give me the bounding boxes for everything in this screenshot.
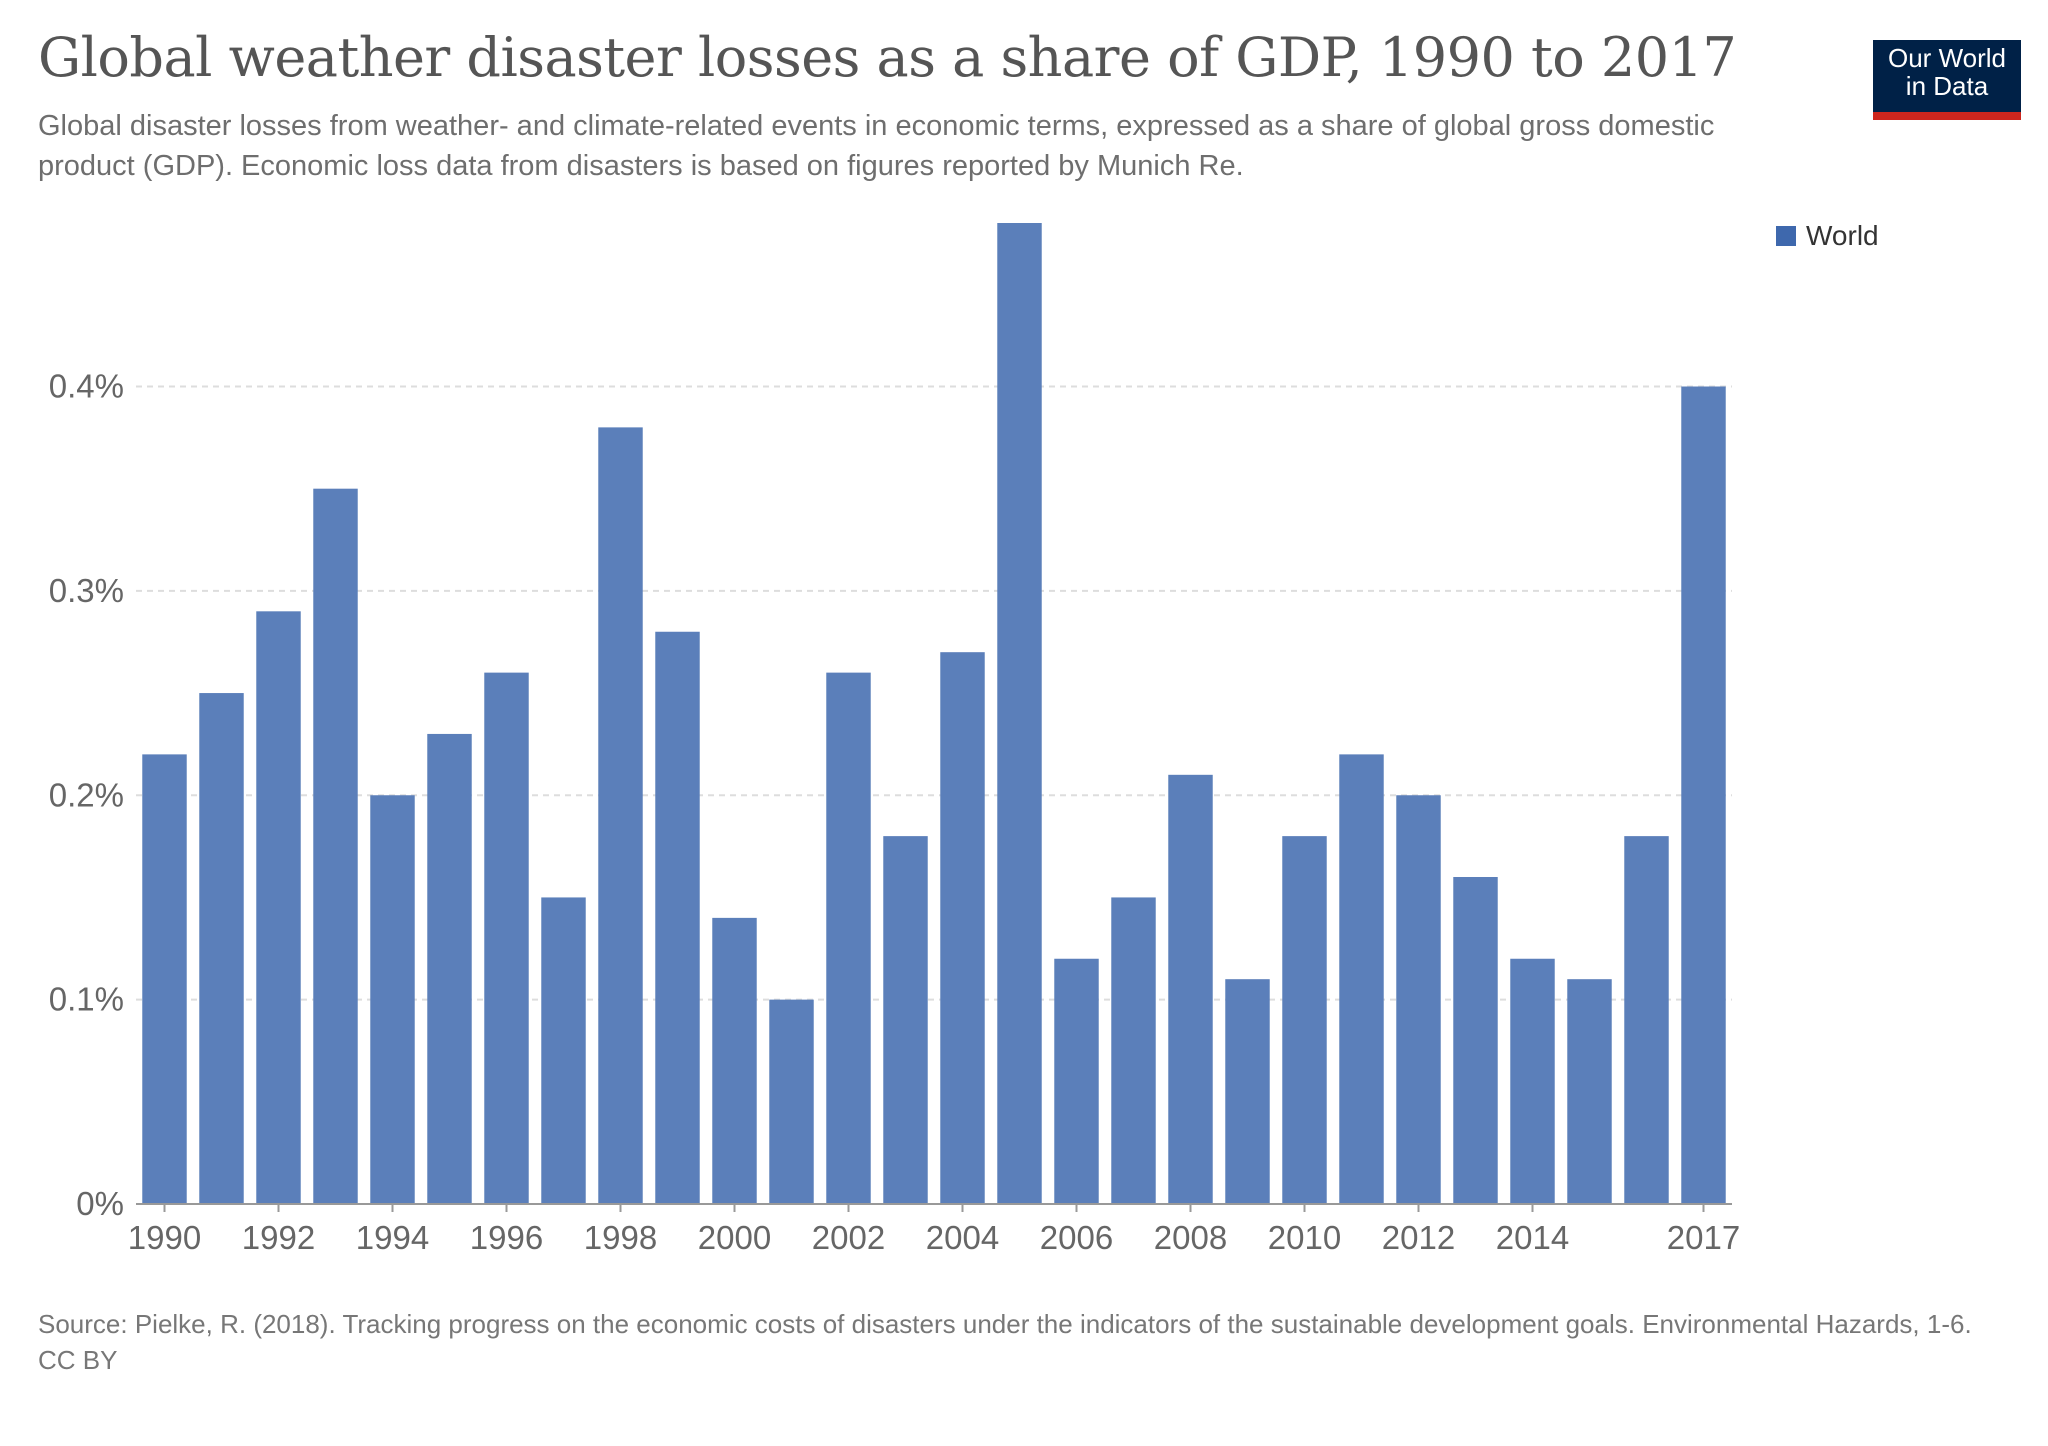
- bar-2007[interactable]: [1111, 897, 1156, 1204]
- bar-2017[interactable]: [1681, 386, 1726, 1205]
- source-text: Source: Pielke, R. (2018). Tracking prog…: [38, 1309, 1972, 1339]
- x-tick-label: 2006: [1040, 1219, 1113, 1256]
- bar-1995[interactable]: [427, 733, 472, 1204]
- x-tick-label: 2010: [1268, 1219, 1341, 1256]
- y-tick-label: 0.1%: [49, 981, 124, 1018]
- bar-2015[interactable]: [1567, 979, 1612, 1204]
- bar-2003[interactable]: [883, 836, 928, 1204]
- bar-2009[interactable]: [1225, 979, 1270, 1204]
- owid-logo[interactable]: Our World in Data: [1873, 40, 2021, 120]
- chart-title: Global weather disaster losses as a shar…: [38, 26, 1737, 89]
- bar-1998[interactable]: [598, 427, 643, 1204]
- y-tick-label: 0.2%: [49, 776, 124, 813]
- bar-2013[interactable]: [1453, 877, 1498, 1204]
- y-tick-label: 0.4%: [49, 368, 124, 405]
- legend-label-world: World: [1806, 220, 1879, 251]
- bar-1993[interactable]: [313, 488, 358, 1204]
- bar-1999[interactable]: [655, 631, 700, 1204]
- license-text: CC BY: [38, 1345, 118, 1375]
- x-tick-label: 2002: [812, 1219, 885, 1256]
- source-note: Source: Pielke, R. (2018). Tracking prog…: [38, 1306, 1998, 1378]
- bar-1994[interactable]: [370, 795, 415, 1204]
- x-tick-label: 1994: [356, 1219, 429, 1256]
- bar-1990[interactable]: [142, 754, 187, 1204]
- x-tick-label: 2012: [1382, 1219, 1455, 1256]
- bar-1991[interactable]: [199, 693, 244, 1204]
- x-tick-label: 2014: [1496, 1219, 1569, 1256]
- bar-2002[interactable]: [826, 672, 871, 1204]
- legend[interactable]: World: [1776, 220, 1879, 252]
- bar-2011[interactable]: [1339, 754, 1384, 1204]
- y-tick-label: 0.3%: [49, 572, 124, 609]
- bar-2001[interactable]: [769, 999, 814, 1204]
- y-axis-ticks: 0% 0.1% 0.2% 0.3% 0.4%: [49, 368, 124, 1223]
- x-tick-label: 1992: [242, 1219, 315, 1256]
- x-tick-label: 1998: [584, 1219, 657, 1256]
- bar-1996[interactable]: [484, 672, 529, 1204]
- bar-2016[interactable]: [1624, 836, 1669, 1204]
- x-tick-label: 1990: [128, 1219, 201, 1256]
- bar-2014[interactable]: [1510, 958, 1555, 1204]
- bar-2008[interactable]: [1168, 774, 1213, 1204]
- x-tick-label: 2008: [1154, 1219, 1227, 1256]
- x-tick-label: 2004: [926, 1219, 999, 1256]
- bars: [136, 223, 1732, 1205]
- logo-line-2: in Data: [1905, 71, 1989, 101]
- bar-2006[interactable]: [1054, 958, 1099, 1204]
- x-tick-label: 1996: [470, 1219, 543, 1256]
- bar-2004[interactable]: [940, 652, 985, 1204]
- bar-2005[interactable]: [997, 223, 1042, 1204]
- x-axis-ticks: 1990 1992 1994 1996 1998 2000 2002 2004 2006 2008…: [128, 1204, 1740, 1256]
- logo-line-1: Our World: [1888, 43, 2006, 73]
- logo-accent-bar: [1873, 112, 2021, 120]
- x-tick-label: 2000: [698, 1219, 771, 1256]
- y-tick-label: 0%: [76, 1185, 124, 1222]
- x-tick-label: 2017: [1667, 1219, 1740, 1256]
- chart-subtitle: Global disaster losses from weather- and…: [38, 110, 1715, 182]
- legend-swatch-world: [1776, 226, 1796, 246]
- bar-2012[interactable]: [1396, 795, 1441, 1204]
- bar-1997[interactable]: [541, 897, 586, 1204]
- bar-2000[interactable]: [712, 917, 757, 1204]
- bar-2010[interactable]: [1282, 836, 1327, 1204]
- bar-1992[interactable]: [256, 611, 301, 1204]
